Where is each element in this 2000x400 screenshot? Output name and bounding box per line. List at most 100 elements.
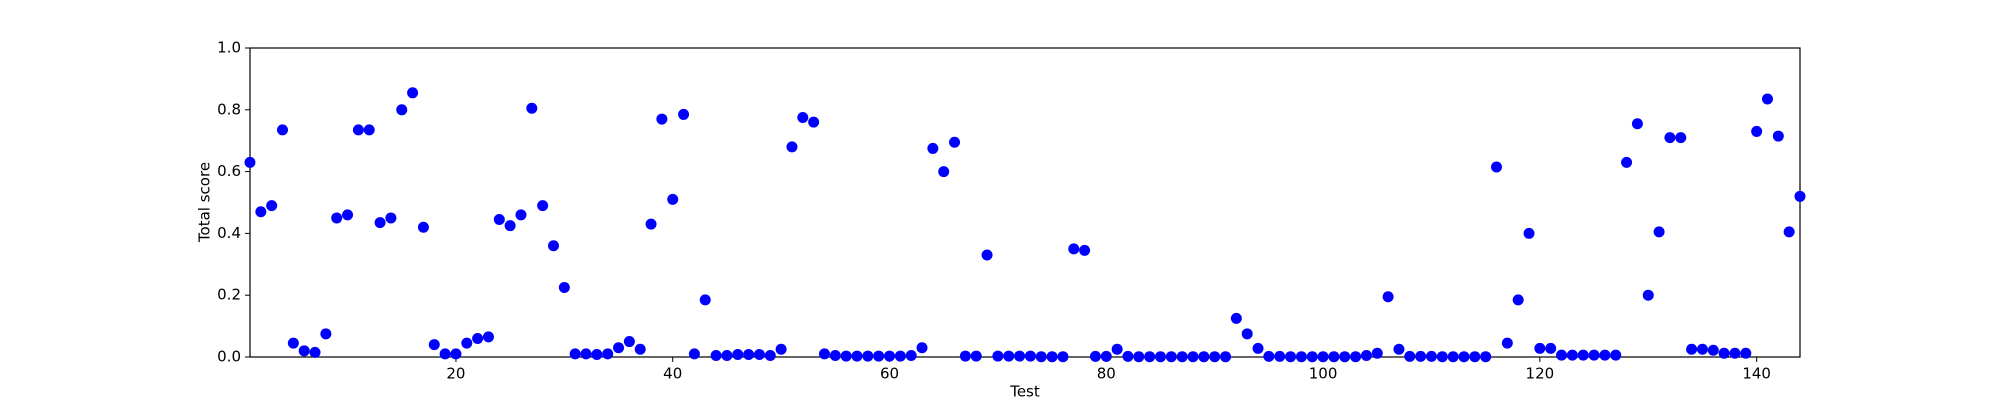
point (862, 350, 874, 362)
point (1328, 351, 1340, 363)
point (732, 349, 744, 361)
point (472, 332, 484, 344)
point (1306, 351, 1318, 363)
point (320, 328, 332, 340)
point (1046, 351, 1058, 363)
x-tick-label: 100 (1309, 365, 1338, 383)
point (1751, 125, 1763, 137)
point (1382, 291, 1394, 303)
point (287, 337, 299, 349)
x-tick-label: 40 (663, 365, 682, 383)
plot-frame (249, 47, 1801, 358)
point (1675, 132, 1687, 144)
point (1089, 350, 1101, 362)
point (1436, 351, 1448, 363)
y-tick-label: 0.2 (217, 286, 241, 304)
point (1285, 351, 1297, 363)
point (537, 200, 549, 212)
point (1209, 351, 1221, 363)
point (1523, 227, 1535, 239)
point (374, 217, 386, 229)
point (1447, 351, 1459, 363)
point (1079, 244, 1091, 256)
point (851, 350, 863, 362)
point (667, 193, 679, 205)
point (1360, 349, 1372, 361)
point (808, 116, 820, 128)
point (1783, 226, 1795, 238)
x-tick-label: 20 (446, 365, 465, 383)
point (623, 336, 635, 348)
point (309, 346, 321, 358)
point (1642, 289, 1654, 301)
point (916, 342, 928, 354)
point (1458, 351, 1470, 363)
point (1588, 349, 1600, 361)
point (981, 249, 993, 261)
point (764, 349, 776, 361)
point (352, 124, 364, 136)
point (1696, 343, 1708, 355)
point (1415, 350, 1427, 362)
point (873, 350, 885, 362)
point (1761, 93, 1773, 105)
point (1133, 351, 1145, 363)
point (645, 218, 657, 230)
point (558, 281, 570, 293)
point (396, 104, 408, 116)
point (1198, 351, 1210, 363)
point (1165, 351, 1177, 363)
point (1577, 349, 1589, 361)
y-tick-label: 1.0 (217, 39, 241, 57)
point (244, 156, 256, 168)
point (1404, 350, 1416, 362)
point (363, 124, 375, 136)
point (482, 331, 494, 343)
point (1599, 349, 1611, 361)
point (461, 337, 473, 349)
point (1794, 190, 1806, 202)
y-tick-label: 0.0 (217, 348, 241, 366)
point (277, 124, 289, 136)
point (710, 349, 722, 361)
point (753, 349, 765, 361)
point (1241, 328, 1253, 340)
point (634, 343, 646, 355)
x-tick-label: 80 (1097, 365, 1116, 383)
point (331, 212, 343, 224)
point (1610, 349, 1622, 361)
point (938, 166, 950, 178)
point (970, 350, 982, 362)
y-tick-label: 0.4 (217, 224, 241, 242)
point (493, 213, 505, 225)
y-axis-label: Total score (196, 162, 214, 243)
point (743, 349, 755, 361)
point (1274, 350, 1286, 362)
x-axis-label: Test (1009, 383, 1040, 400)
point (1230, 312, 1242, 324)
point (1469, 351, 1481, 363)
point (1631, 118, 1643, 130)
point (959, 350, 971, 362)
point (688, 348, 700, 360)
point (439, 348, 451, 360)
point (1024, 350, 1036, 362)
point (613, 342, 625, 354)
point (1664, 132, 1676, 144)
point (1057, 351, 1069, 363)
point (829, 349, 841, 361)
point (1707, 344, 1719, 356)
x-tick-label: 140 (1742, 365, 1771, 383)
point (894, 350, 906, 362)
point (699, 294, 711, 306)
point (504, 220, 516, 232)
point (1729, 347, 1741, 359)
point (1122, 350, 1134, 362)
point (1393, 343, 1405, 355)
point (526, 102, 538, 114)
point (1566, 349, 1578, 361)
y-tick-label: 0.8 (217, 100, 241, 118)
point (1014, 350, 1026, 362)
point (1111, 343, 1123, 355)
